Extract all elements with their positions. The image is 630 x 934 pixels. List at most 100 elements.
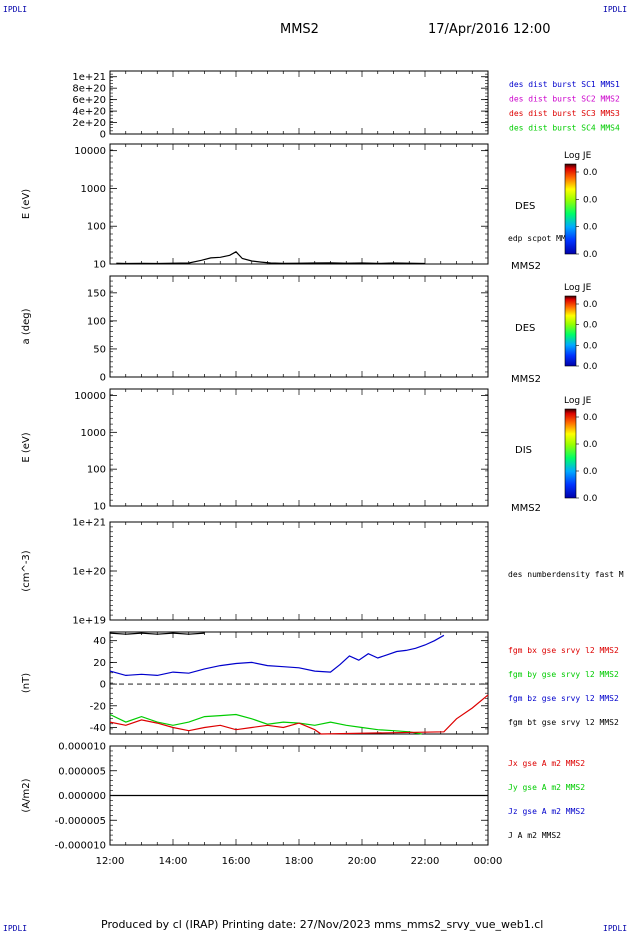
y-tick-label: -20 xyxy=(90,701,106,712)
colorbar-gradient xyxy=(564,295,577,367)
instrument-side-label: DES xyxy=(515,323,535,334)
y-tick-label: 100 xyxy=(87,465,106,476)
x-tick-label: 18:00 xyxy=(285,856,314,867)
panel-frame-p2 xyxy=(109,143,489,265)
colorbar-tick-label: 0.0 xyxy=(583,467,598,477)
colorbar-tick-label: 0.0 xyxy=(583,321,598,331)
y-tick-label: 10 xyxy=(93,502,106,513)
x-tick-label: 14:00 xyxy=(159,856,188,867)
legend-entry: J A m2 MMS2 xyxy=(508,831,561,840)
colorbar-title: Log JE xyxy=(564,151,592,161)
colorbar-tick-label: 0.0 xyxy=(583,300,598,310)
legend-entry: fgm bt gse srvy l2 MMS2 xyxy=(508,718,619,727)
colorbar-tick-label: 0.0 xyxy=(583,223,598,233)
y-tick-label: 1000 xyxy=(81,428,106,439)
ipdli-label-top-right: IPDLI xyxy=(603,5,628,14)
legend-entry: Jx gse A m2 MMS2 xyxy=(508,759,585,768)
colorbar-tick-label: 0.0 xyxy=(583,250,598,260)
series-line xyxy=(116,251,426,265)
legend-entry: des dist burst SC3 MMS3 xyxy=(509,109,620,118)
legend-entry: fgm by gse srvy l2 MMS2 xyxy=(508,670,619,679)
instrument-side-label: DES xyxy=(515,201,535,212)
x-tick-label: 22:00 xyxy=(411,856,440,867)
date-time-title: 17/Apr/2016 12:00 xyxy=(428,22,551,37)
panel-frame-p4 xyxy=(109,388,489,507)
colorbar-gradient xyxy=(564,163,577,255)
y-tick-label: 100 xyxy=(87,222,106,233)
colorbar-title: Log JE xyxy=(564,283,592,293)
y-axis-label: (A/m2) xyxy=(21,778,32,812)
y-tick-label: 40 xyxy=(93,636,106,647)
y-tick-label: 1e+20 xyxy=(72,567,106,578)
series-line xyxy=(109,634,445,677)
legend-entry: edp scpot MMS2 xyxy=(508,234,576,243)
instrument-side-label: DIS xyxy=(515,445,532,456)
y-tick-label: 8e+20 xyxy=(72,84,106,95)
y-tick-label: 10000 xyxy=(74,146,106,157)
y-tick-label: 150 xyxy=(87,288,106,299)
footer-credits: Produced by cl (IRAP) Printing date: 27/… xyxy=(101,918,544,931)
x-tick-label: 00:00 xyxy=(474,856,503,867)
colorbar-tick-label: 0.0 xyxy=(583,341,598,351)
spacecraft-side-label: MMS2 xyxy=(511,261,541,272)
ipdli-label-bottom-left: IPDLI xyxy=(3,924,28,933)
y-axis-label: E (eV) xyxy=(21,432,32,462)
legend-entry: fgm bz gse srvy l2 MMS2 xyxy=(508,694,619,703)
colorbar-tick-label: 0.0 xyxy=(583,362,598,372)
y-tick-label: 10000 xyxy=(74,391,106,402)
y-tick-label: 1e+19 xyxy=(72,616,106,627)
y-tick-label: 10 xyxy=(93,260,106,271)
y-tick-label: 4e+20 xyxy=(72,107,106,118)
panel-frame-p1 xyxy=(109,70,489,135)
y-tick-label: 0.000005 xyxy=(58,766,106,777)
x-tick-label: 20:00 xyxy=(348,856,377,867)
colorbar-gradient xyxy=(564,408,577,499)
legend-entry: des dist burst SC4 MMS4 xyxy=(509,124,620,133)
colorbar-tick-label: 0.0 xyxy=(583,168,598,178)
y-tick-label: 1e+21 xyxy=(72,72,106,83)
colorbar-tick-label: 0.0 xyxy=(583,440,598,450)
spacecraft-title: MMS2 xyxy=(280,22,319,37)
y-tick-label: 2e+20 xyxy=(72,118,106,129)
panel-frame-p3 xyxy=(109,275,489,378)
y-tick-label: 20 xyxy=(93,658,106,669)
y-tick-label: 100 xyxy=(87,316,106,327)
y-tick-label: 1000 xyxy=(81,184,106,195)
colorbar-tick-label: 0.0 xyxy=(583,195,598,205)
y-tick-label: -0.000005 xyxy=(55,816,106,827)
series-line xyxy=(109,632,205,635)
y-axis-label: E (eV) xyxy=(21,189,32,219)
legend-entry: fgm bx gse srvy l2 MMS2 xyxy=(508,646,619,655)
y-tick-label: 0 xyxy=(100,373,106,384)
ipdli-label-top-left: IPDLI xyxy=(3,5,28,14)
y-tick-label: 50 xyxy=(93,344,106,355)
panel-frame-p5 xyxy=(109,521,489,621)
y-tick-label: -0.000010 xyxy=(55,841,106,852)
y-axis-label: a (deg) xyxy=(21,308,32,344)
series-line xyxy=(109,694,489,735)
legend-entry: des dist burst SC2 MMS2 xyxy=(509,95,620,104)
y-axis-label: (nT) xyxy=(21,673,32,693)
y-tick-label: 6e+20 xyxy=(72,95,106,106)
x-tick-label: 16:00 xyxy=(222,856,251,867)
colorbar-tick-label: 0.0 xyxy=(583,413,598,423)
legend-entry: Jz gse A m2 MMS2 xyxy=(508,807,585,816)
panel-frame-p6 xyxy=(109,631,489,735)
y-tick-label: 1e+21 xyxy=(72,518,106,529)
colorbar-tick-label: 0.0 xyxy=(583,494,598,504)
legend-entry: Jy gse A m2 MMS2 xyxy=(508,783,585,792)
colorbar-title: Log JE xyxy=(564,396,592,406)
x-tick-label: 12:00 xyxy=(96,856,125,867)
y-tick-label: 0 xyxy=(100,680,106,691)
legend-entry: des numberdensity fast M xyxy=(508,570,624,579)
y-tick-label: 0 xyxy=(100,130,106,141)
ipdli-label-bottom-right: IPDLI xyxy=(603,924,628,933)
y-tick-label: 0.000010 xyxy=(58,742,106,753)
spacecraft-side-label: MMS2 xyxy=(511,503,541,514)
y-tick-label: -40 xyxy=(90,723,106,734)
legend-entry: des dist burst SC1 MMS1 xyxy=(509,80,620,89)
y-tick-label: 0.000000 xyxy=(58,791,106,802)
series-line xyxy=(109,713,422,735)
y-axis-label: (cm^-3) xyxy=(21,550,32,591)
